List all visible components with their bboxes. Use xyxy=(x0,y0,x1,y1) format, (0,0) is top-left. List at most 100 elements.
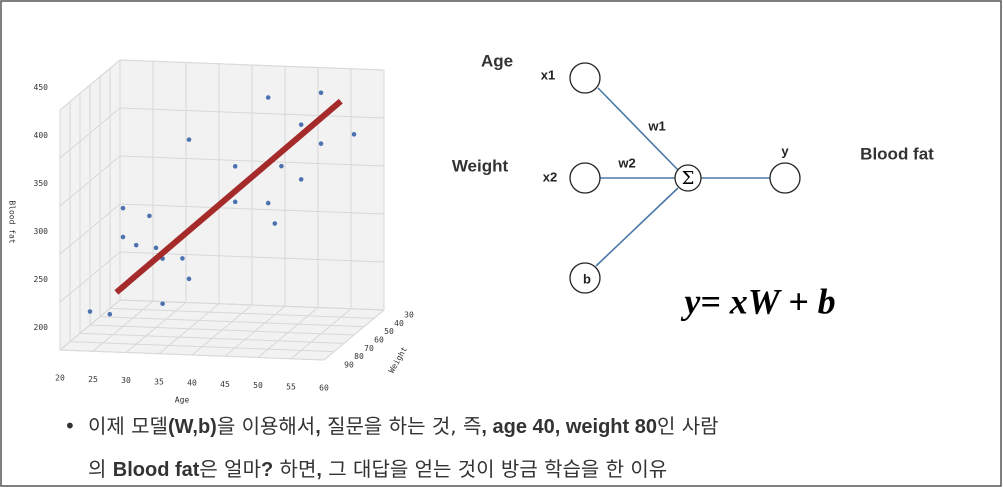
x-tick-label: 30 xyxy=(121,376,131,385)
text-line: 이제 모델(W,b)을 이용해서, 질문을 하는 것, 즉, age 40, w… xyxy=(64,405,719,448)
text-segment: , xyxy=(316,459,322,481)
sum-symbol: Σ xyxy=(682,168,695,189)
y-tick-label: 90 xyxy=(344,361,354,370)
point xyxy=(186,137,192,142)
text-segment: 의 xyxy=(88,457,113,481)
point xyxy=(153,245,159,251)
weight-label: w2 xyxy=(617,155,635,170)
point xyxy=(232,164,238,169)
node xyxy=(569,62,601,94)
grid-line xyxy=(59,251,121,303)
point xyxy=(147,213,152,219)
grid-line xyxy=(59,349,325,361)
text-segment: 인 사람 xyxy=(656,414,719,438)
grid-line xyxy=(59,59,121,111)
edge xyxy=(597,87,679,171)
node xyxy=(569,162,601,194)
text-line: 의 Blood fat은 얼마? 하면, 그 대답을 얻는 것이 방금 학습을 … xyxy=(64,448,719,488)
point xyxy=(265,200,271,206)
point xyxy=(318,90,324,96)
point xyxy=(107,311,113,317)
output-label: y xyxy=(781,143,789,158)
grid-line xyxy=(119,155,385,167)
point xyxy=(272,221,278,226)
input-label: x2 xyxy=(543,169,557,184)
point xyxy=(298,122,304,127)
grid-line xyxy=(109,307,375,319)
y-tick-label: 80 xyxy=(354,352,364,361)
point xyxy=(120,234,126,240)
z-tick-label: 300 xyxy=(34,227,49,236)
point xyxy=(351,132,357,137)
y-tick-label: 40 xyxy=(394,319,404,328)
x-axis-label: Age xyxy=(175,396,190,405)
input-label: b xyxy=(583,271,591,286)
point xyxy=(133,242,139,248)
y-axis-label: Weight xyxy=(387,345,409,375)
text-segment: 질문을 하는 것, 즉 xyxy=(320,414,482,438)
text-segment: , age 40, weight 80 xyxy=(481,416,657,438)
z-tick-label: 250 xyxy=(34,275,49,284)
point xyxy=(265,95,271,100)
point xyxy=(120,205,126,211)
node xyxy=(674,164,702,192)
grid-line xyxy=(79,332,345,344)
x-tick-label: 60 xyxy=(319,384,329,393)
z-tick-label: 200 xyxy=(34,323,49,332)
input-name: Weight xyxy=(452,156,509,175)
point xyxy=(232,199,238,205)
x-tick-label: 35 xyxy=(154,377,164,386)
text-segment: 하면 xyxy=(273,457,317,481)
point xyxy=(318,141,324,146)
grid-line xyxy=(89,324,355,336)
y-tick-label: 60 xyxy=(374,336,384,345)
point xyxy=(298,177,304,182)
grid-line xyxy=(119,107,385,119)
node xyxy=(769,162,801,194)
input-name: Age xyxy=(481,51,513,70)
x-tick-label: 25 xyxy=(88,375,98,384)
grid-line xyxy=(59,107,121,159)
text-segment: 은 얼마 xyxy=(199,457,261,481)
y-tick-label: 70 xyxy=(364,344,374,353)
grid-line xyxy=(69,341,335,353)
grid-line xyxy=(119,299,385,311)
z-tick-label: 400 xyxy=(34,131,49,140)
weight-label: w1 xyxy=(647,118,665,133)
plot-3d: 20 25 30 35 40 45 50 55 603040506070809020025030… xyxy=(8,58,414,405)
x-tick-label: 55 xyxy=(286,382,296,391)
point xyxy=(186,276,192,282)
text-segment: 을 이용해서 xyxy=(216,414,316,438)
x-tick-label: 45 xyxy=(220,380,230,389)
grid-line xyxy=(59,203,121,255)
point xyxy=(180,256,185,261)
z-tick-label: 450 xyxy=(34,83,49,92)
equation: y= xW + b xyxy=(680,281,835,321)
grid-line xyxy=(59,155,121,207)
point xyxy=(160,301,165,307)
point xyxy=(279,163,284,169)
z-axis-label: Blood fat xyxy=(8,200,17,244)
grid-line xyxy=(119,59,385,71)
text-segment: , xyxy=(315,416,321,438)
y-tick-label: 50 xyxy=(384,327,394,336)
x-tick-label: 50 xyxy=(253,381,263,390)
grid-line xyxy=(99,316,365,328)
output-name: Blood fat xyxy=(860,144,934,163)
grid-line xyxy=(119,203,385,215)
grid-line xyxy=(59,299,121,351)
point xyxy=(87,309,93,314)
text-segment: ? xyxy=(260,459,274,481)
y-tick-label: 30 xyxy=(404,311,414,320)
x-tick-label: 40 xyxy=(187,379,197,388)
x-tick-label: 20 xyxy=(55,374,65,383)
neuron-diagram xyxy=(595,87,770,267)
z-tick-label: 350 xyxy=(34,179,49,188)
text-segment: (W,b) xyxy=(167,416,217,438)
text-segment: 이제 모델 xyxy=(88,414,168,438)
input-label: x1 xyxy=(541,67,555,82)
node xyxy=(569,262,601,294)
